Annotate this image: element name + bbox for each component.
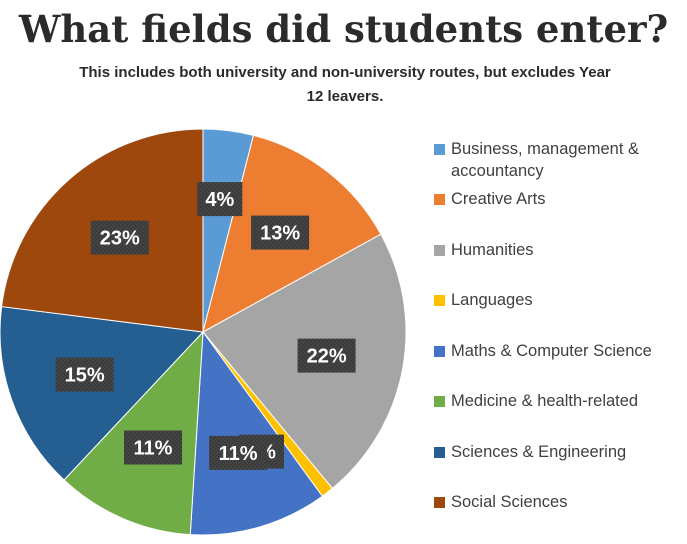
- data-label-box: [90, 220, 149, 255]
- data-label-box: [55, 357, 114, 392]
- pie-slice-sciences-and-engineering: [0, 306, 205, 481]
- legend-label: Creative Arts: [451, 190, 546, 208]
- data-label: 11%: [219, 443, 258, 465]
- legend-label: Social Sciences: [451, 493, 568, 511]
- legend-item-sciences-and-engineering: Sciences & Engineering: [434, 441, 684, 463]
- legend-item-creative-arts: Creative Arts: [434, 188, 684, 210]
- pie-slice-maths-and-computer-science: [189, 330, 324, 536]
- data-label: 15%: [65, 365, 105, 387]
- legend-swatch: [434, 245, 445, 256]
- data-label: 11%: [134, 438, 173, 460]
- legend-label: Business, management & accountancy: [451, 140, 640, 180]
- data-label-box: [297, 338, 356, 373]
- data-label-box: [251, 215, 310, 250]
- data-label: 23%: [100, 228, 140, 250]
- data-label: 4%: [205, 189, 234, 211]
- legend-item-languages: Languages: [434, 289, 684, 311]
- legend-swatch: [434, 194, 445, 205]
- legend-item-medicine-and-health-related: Medicine & health-related: [434, 390, 684, 412]
- legend-swatch: [434, 144, 445, 155]
- legend-label: Humanities: [451, 241, 534, 259]
- legend-swatch: [434, 396, 445, 407]
- data-label-box: [124, 430, 182, 465]
- legend-swatch: [434, 447, 445, 458]
- legend-item-humanities: Humanities: [434, 239, 684, 261]
- legend-label: Sciences & Engineering: [451, 443, 627, 461]
- legend-swatch: [434, 497, 445, 508]
- chart-title: What fields did students enter?: [18, 7, 669, 51]
- legend-item-social-sciences: Social Sciences: [434, 491, 684, 513]
- legend-swatch: [434, 295, 445, 306]
- legend-label: Languages: [451, 291, 533, 309]
- data-label: 13%: [260, 223, 300, 245]
- legend-label: Medicine & health-related: [451, 392, 639, 410]
- data-label-box: [209, 435, 268, 470]
- legend-label: Maths & Computer Science: [451, 342, 652, 360]
- data-label: 22%: [307, 346, 347, 368]
- chart-subtitle: This includes both university and non-un…: [79, 64, 611, 105]
- legend-item-maths-and-computer-science: Maths & Computer Science: [434, 340, 684, 362]
- legend-swatch: [434, 346, 445, 357]
- data-label-box: [197, 182, 243, 217]
- legend-item-business-management-and-accountancy: Business, management & accountancy: [434, 138, 684, 182]
